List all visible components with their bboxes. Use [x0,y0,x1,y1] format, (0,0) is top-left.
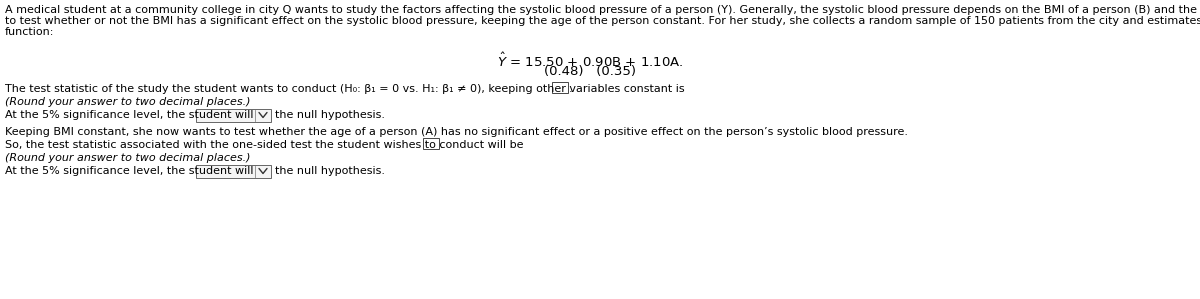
Text: .: . [569,84,572,94]
FancyBboxPatch shape [424,138,439,149]
Text: (Round your answer to two decimal places.): (Round your answer to two decimal places… [5,153,251,163]
FancyBboxPatch shape [196,109,271,122]
Text: the null hypothesis.: the null hypothesis. [275,110,385,120]
Text: $\hat{Y}$ = 15.50 + 0.90B + 1.10A.: $\hat{Y}$ = 15.50 + 0.90B + 1.10A. [497,52,683,70]
Text: A medical student at a community college in city Q wants to study the factors af: A medical student at a community college… [5,5,1200,15]
Text: to test whether or not the BMI has a significant effect on the systolic blood pr: to test whether or not the BMI has a sig… [5,16,1200,26]
Text: Keeping BMI constant, she now wants to test whether the age of a person (A) has : Keeping BMI constant, she now wants to t… [5,127,908,137]
Text: The test statistic of the study the student wants to conduct (H₀: β₁ = 0 vs. H₁:: The test statistic of the study the stud… [5,84,685,94]
Text: (Round your answer to two decimal places.): (Round your answer to two decimal places… [5,97,251,107]
FancyBboxPatch shape [552,82,568,93]
Text: (0.48)   (0.35): (0.48) (0.35) [544,65,636,78]
Text: the null hypothesis.: the null hypothesis. [275,166,385,176]
Text: So, the test statistic associated with the one-sided test the student wishes to : So, the test statistic associated with t… [5,140,523,150]
Text: At the 5% significance level, the student will: At the 5% significance level, the studen… [5,110,253,120]
Text: At the 5% significance level, the student will: At the 5% significance level, the studen… [5,166,253,176]
Text: function:: function: [5,27,54,37]
FancyBboxPatch shape [196,165,271,178]
Text: .: . [440,140,444,150]
